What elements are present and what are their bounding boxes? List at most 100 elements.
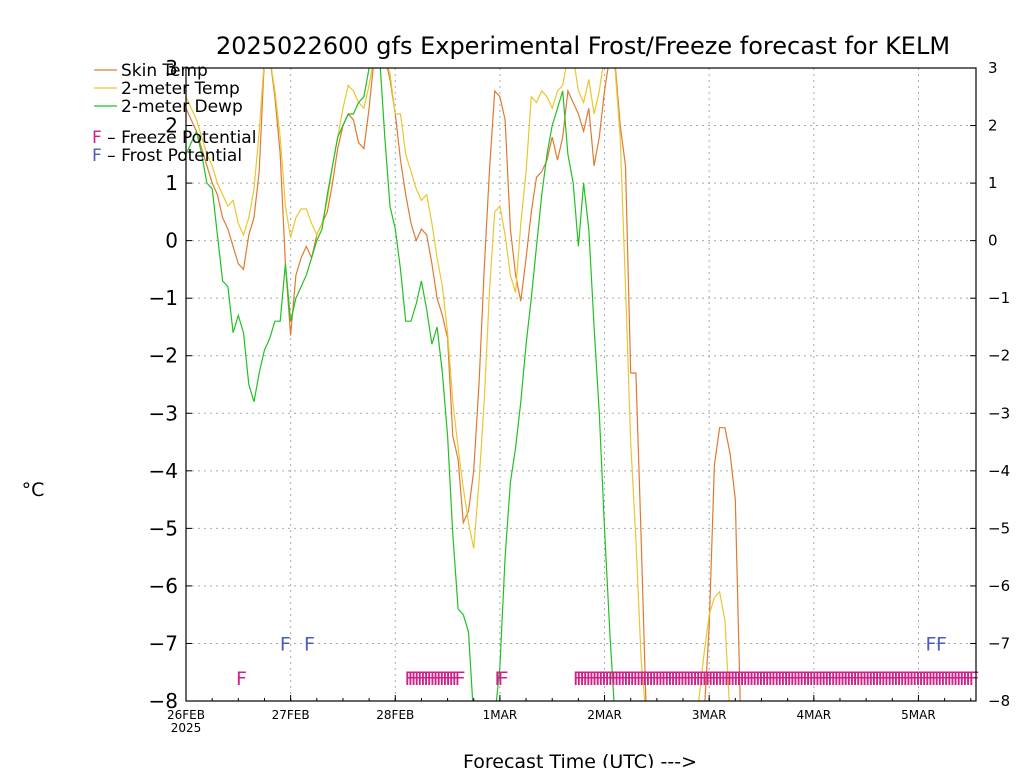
y-tick-label-right: −6 (988, 577, 1010, 595)
freeze-flag: F (604, 668, 615, 690)
freeze-flag: F (805, 668, 816, 690)
freeze-flag: F (433, 668, 444, 690)
freeze-flag: F (846, 668, 857, 690)
freeze-flag: F (802, 668, 813, 690)
freeze-flag: F (408, 668, 419, 690)
freeze-flag: F (714, 668, 725, 690)
freeze-flag: F (921, 668, 932, 690)
freeze-flag: F (651, 668, 662, 690)
y-tick-label: −8 (149, 689, 178, 713)
freeze-flag: F (818, 668, 829, 690)
freeze-flag: F (821, 668, 832, 690)
freeze-flag: F (439, 668, 450, 690)
freeze-flag: F (881, 668, 892, 690)
freeze-flag: F (943, 668, 954, 690)
freeze-flag: F (629, 668, 640, 690)
y-tick-label-right: −4 (988, 462, 1010, 480)
freeze-flag: F (639, 668, 650, 690)
freeze-flag: F (736, 668, 747, 690)
freeze-flag: F (614, 668, 625, 690)
plot-frame (185, 67, 977, 702)
legend-annotation: F – Frost Potential (92, 146, 242, 166)
freeze-flag: F (786, 668, 797, 690)
x-axis-label: Forecast Time (UTC) ---> (463, 751, 697, 768)
freeze-flag: F (648, 668, 659, 690)
freeze-flag: F (411, 668, 422, 690)
series-2-meter-dewp (186, 68, 615, 701)
x-tick-label: 26FEB (167, 708, 205, 722)
y-tick-label: 3 (165, 56, 178, 80)
axes: 3 3 2 2 1 1 0 0 −1 −1 −2 −2 −3 −3 −4 −4 −5 −5 −6 −6 −7 −7 −8 −8… (149, 56, 1011, 735)
freeze-flag: F (790, 668, 801, 690)
x-tick-label: 3MAR (692, 708, 727, 722)
freeze-flag: F (661, 668, 672, 690)
y-tick-label: 0 (165, 229, 178, 253)
freeze-flag: F (727, 668, 738, 690)
freeze-flag: F (589, 668, 600, 690)
freeze-flag: F (758, 668, 769, 690)
freeze-flag: F (865, 668, 876, 690)
freeze-flag: F (774, 668, 785, 690)
freeze-flag: F (868, 668, 879, 690)
y-tick-label-right: −7 (988, 634, 1010, 652)
y-tick-label: −6 (149, 574, 178, 598)
freeze-flag: F (623, 668, 634, 690)
y-tick-label-right: −3 (988, 404, 1010, 422)
freeze-flag: F (899, 668, 910, 690)
freeze-flag: F (689, 668, 700, 690)
freeze-flag: F (404, 668, 415, 690)
freeze-flag: F (633, 668, 644, 690)
freeze-flag: F (950, 668, 961, 690)
freeze-flag: F (953, 668, 964, 690)
freeze-flag: F (956, 668, 967, 690)
y-tick-label: −7 (149, 631, 178, 655)
freeze-flag: F (808, 668, 819, 690)
grid (186, 68, 976, 701)
freeze-flag: F (423, 668, 434, 690)
freeze-flag: F (755, 668, 766, 690)
freeze-flag: F (445, 668, 456, 690)
y-tick-label-right: 1 (988, 174, 998, 192)
freeze-flag: F (698, 668, 709, 690)
y-tick-label-right: 0 (988, 232, 998, 250)
freeze-flag: F (579, 668, 590, 690)
freeze-flag: F (711, 668, 722, 690)
freeze-flag: F (777, 668, 788, 690)
freeze-flag: F (843, 668, 854, 690)
y-tick-label-right: −8 (988, 692, 1010, 710)
y-tick-label-right: 3 (988, 59, 998, 77)
frost-flag: F (936, 633, 947, 655)
y-tick-label: −2 (149, 344, 178, 368)
freeze-flag: F (968, 668, 979, 690)
freeze-flag: F (811, 668, 822, 690)
freeze-flag: F (896, 668, 907, 690)
freeze-flag: F (840, 668, 851, 690)
freeze-flag: F (837, 668, 848, 690)
freeze-flag: F (855, 668, 866, 690)
freeze-flag: F (455, 668, 466, 690)
freeze-flag: F (733, 668, 744, 690)
freeze-flag: F (903, 668, 914, 690)
freeze-flag: F (573, 668, 584, 690)
freeze-flag: F (236, 668, 247, 690)
freeze-flag: F (686, 668, 697, 690)
y-tick-label: −1 (149, 286, 178, 310)
x-tick-label: 27FEB (272, 708, 310, 722)
y-tick-label: −5 (149, 516, 178, 540)
freeze-flag: F (859, 668, 870, 690)
freeze-flag: F (783, 668, 794, 690)
x-tick-label: 5MAR (901, 708, 936, 722)
freeze-flag: F (642, 668, 653, 690)
freeze-flag: F (677, 668, 688, 690)
freeze-flag: F (752, 668, 763, 690)
freeze-flag: F (717, 668, 728, 690)
freeze-flag: F (708, 668, 719, 690)
freeze-flag: F (430, 668, 441, 690)
freeze-flag: F (724, 668, 735, 690)
freeze-flag: F (764, 668, 775, 690)
freeze-flag: F (607, 668, 618, 690)
freeze-flag: F (692, 668, 703, 690)
series-skin-temp (186, 68, 741, 701)
